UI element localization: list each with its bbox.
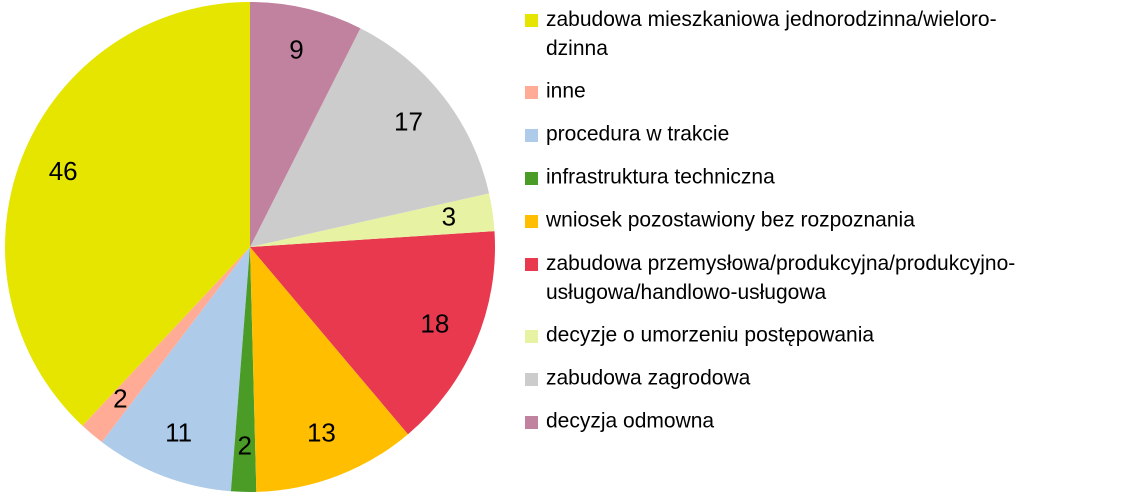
slice-label: 3 <box>442 201 456 231</box>
slice-label: 18 <box>420 309 449 339</box>
legend-label: decyzja odmowna <box>546 410 714 433</box>
slice-label: 13 <box>307 418 336 448</box>
pie-slice <box>101 247 250 492</box>
pie-slice <box>250 28 490 247</box>
legend-swatch <box>525 330 538 343</box>
legend-swatch <box>525 416 538 429</box>
slice-label: 2 <box>113 383 127 413</box>
legend-label: wniosek pozostawiony bez rozpoznania <box>545 209 915 232</box>
legend-swatch <box>525 215 538 228</box>
pie-slice <box>230 247 257 492</box>
legend-label: procedura w trakcie <box>546 123 729 146</box>
legend-swatch <box>525 14 538 27</box>
pie-slice <box>4 2 250 426</box>
pie-slice <box>250 247 409 492</box>
pie-slice <box>250 2 361 247</box>
pie-slice <box>82 247 250 443</box>
slice-label: 46 <box>49 156 78 186</box>
slice-label: 11 <box>165 418 192 448</box>
legend-swatch <box>525 129 538 142</box>
legend-swatch <box>525 172 538 185</box>
legend-label: zabudowa zagrodowa <box>546 367 751 390</box>
slice-label: 9 <box>289 34 303 64</box>
legend-label: inne <box>546 80 586 103</box>
slice-label: 2 <box>238 431 252 461</box>
legend-label: infrastruktura techniczna <box>546 166 775 189</box>
legend-swatch <box>525 86 538 99</box>
pie-slice <box>250 231 496 435</box>
legend-label: decyzje o umorzeniu postępowania <box>546 324 874 347</box>
pie-slice <box>250 193 495 247</box>
legend-label: zabudowa przemysłowa/produkcyjna/produkc… <box>546 252 1015 304</box>
legend-swatch <box>525 258 538 271</box>
legend-swatch <box>525 373 538 386</box>
legend-label: zabudowa mieszkaniowa jednorodzinna/wiel… <box>546 8 997 60</box>
slice-label: 17 <box>394 106 423 136</box>
